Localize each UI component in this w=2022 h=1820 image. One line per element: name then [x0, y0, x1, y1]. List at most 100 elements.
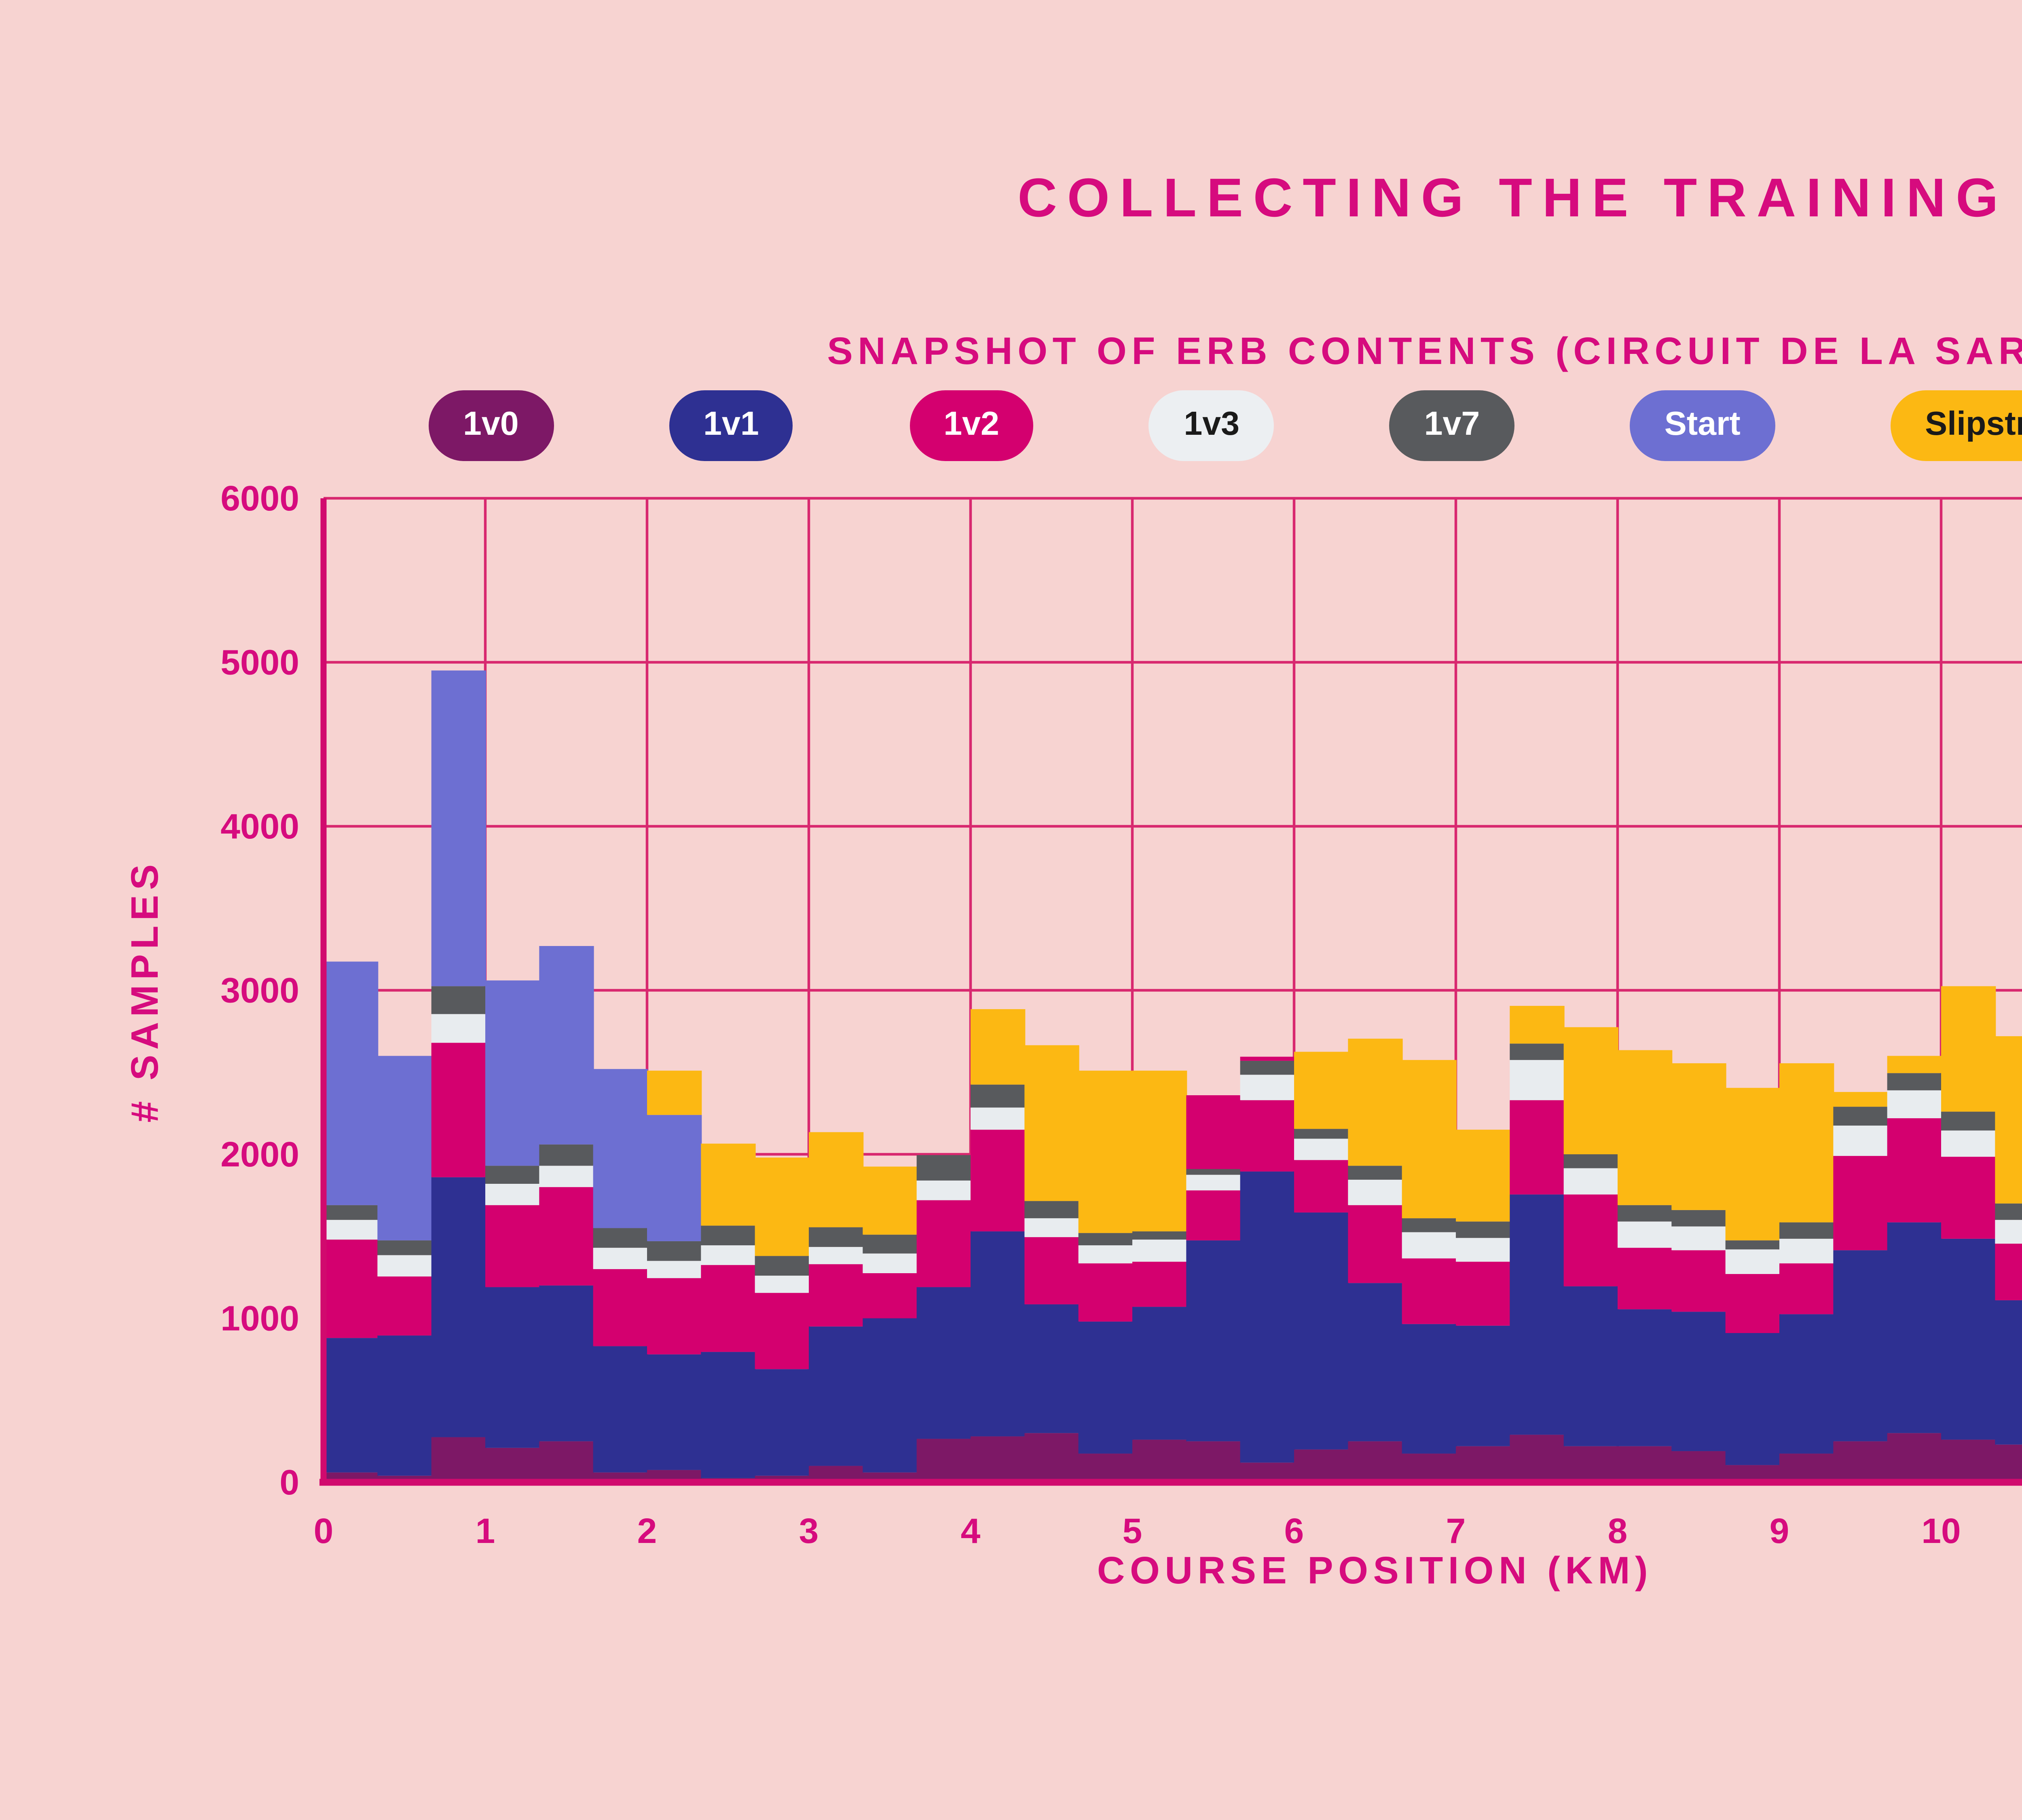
bar-segment-v7 — [755, 1256, 810, 1276]
bar-segment-v2 — [1456, 1261, 1511, 1326]
bar-segment-v7 — [324, 1205, 379, 1220]
bar-segment-slip — [1995, 1036, 2022, 1204]
bar-segment-v1 — [1078, 1321, 1133, 1454]
bar-segment-slip — [809, 1132, 864, 1227]
bar-segment-v1 — [539, 1285, 594, 1441]
bar-segment-v0 — [1941, 1439, 1996, 1482]
bar-segment-v7 — [1348, 1166, 1403, 1180]
bar-segment-v1 — [809, 1326, 864, 1466]
bar-segment-v2 — [701, 1265, 756, 1352]
x-tick-label: 7 — [1446, 1511, 1466, 1551]
bar-segment-v7 — [1240, 1060, 1295, 1075]
bar-segment-v3 — [1186, 1175, 1241, 1191]
bar-segment-v3 — [431, 1014, 486, 1043]
bar-segment-start — [324, 961, 379, 1205]
bar-segment-v2 — [1132, 1261, 1187, 1307]
legend: 1v01v11v21v31v7StartSlipstreamFinal Chic… — [429, 390, 2022, 461]
bar-segment-v3 — [1887, 1090, 1942, 1118]
bar-segment-v2 — [1240, 1100, 1295, 1172]
bar-segment-v7 — [1671, 1210, 1726, 1227]
bar-segment-v2 — [324, 1239, 379, 1338]
bar-segment-v7 — [485, 1166, 540, 1184]
y-tick-label: 6000 — [220, 478, 299, 518]
bar-segment-v7 — [1294, 1129, 1349, 1139]
bar-segment-v0 — [1186, 1441, 1241, 1482]
x-tick-label: 5 — [1123, 1511, 1142, 1551]
bar-segment-v3 — [1563, 1168, 1618, 1195]
bar-segment-v3 — [1995, 1220, 2022, 1244]
bar-segment-v1 — [1348, 1283, 1403, 1441]
bar-segment-v3 — [1618, 1221, 1673, 1248]
bar-segment-v7 — [1995, 1203, 2022, 1220]
bar-segment-v1 — [1510, 1194, 1565, 1435]
bar-segment-v1 — [647, 1354, 702, 1470]
bar-segment-v7 — [1563, 1154, 1618, 1168]
bar-segment-slip — [1294, 1052, 1349, 1129]
bar-segment-v0 — [1510, 1435, 1565, 1482]
legend-pill-1v7: 1v7 — [1390, 390, 1514, 461]
bar-segment-start — [485, 980, 540, 1166]
bar-segment-v0 — [916, 1439, 971, 1482]
page-title: COLLECTING THE TRAINING DATA — [1017, 168, 2022, 229]
bar-segment-slip — [701, 1143, 756, 1226]
bar-segment-v3 — [1402, 1232, 1457, 1259]
bar-segment-v0 — [1995, 1444, 2022, 1482]
bar-segment-v0 — [1671, 1451, 1726, 1482]
bar-segment-v2 — [1671, 1250, 1726, 1312]
legend-pill-1v1: 1v1 — [669, 390, 793, 461]
bar-segment-v0 — [1887, 1433, 1942, 1482]
bar-segment-v3 — [485, 1183, 540, 1205]
x-tick-label: 9 — [1770, 1511, 1789, 1551]
bar-segment-v2 — [1563, 1194, 1618, 1287]
bar-segment-v7 — [971, 1084, 1026, 1108]
bar-segment-v7 — [1833, 1107, 1888, 1126]
bar-segment-v3 — [1725, 1249, 1780, 1274]
bar-segment-v7 — [916, 1155, 971, 1181]
bar-segment-v2 — [755, 1293, 810, 1369]
bar-segment-slip — [1887, 1056, 1942, 1073]
bar-segment-v2 — [1887, 1118, 1942, 1223]
bar-segment-v0 — [1618, 1446, 1673, 1482]
x-tick-label: 3 — [799, 1511, 819, 1551]
bar-segment-slip — [1348, 1039, 1403, 1166]
bar-segment-slip — [1833, 1092, 1888, 1107]
bar-segment-v3 — [647, 1261, 702, 1278]
bar-segment-slip — [1402, 1060, 1457, 1219]
bar-segment-v7 — [1725, 1240, 1780, 1250]
bar-segment-v3 — [1078, 1245, 1133, 1263]
bar-segment-slip — [755, 1158, 810, 1256]
bar-segment-v1 — [1132, 1307, 1187, 1440]
bar-segment-v7 — [1941, 1111, 1996, 1131]
bar-segment-v1 — [1671, 1312, 1726, 1451]
bar-segment-slip — [1078, 1071, 1133, 1233]
bar-segment-v2 — [863, 1273, 918, 1318]
bar-segment-v3 — [539, 1166, 594, 1187]
bar-segment-v7 — [1779, 1222, 1834, 1239]
bar-segment-v3 — [593, 1248, 648, 1269]
bar-segment-start — [377, 1056, 432, 1240]
bar-segment-v2 — [1294, 1160, 1349, 1213]
bar-segment-v2 — [647, 1278, 702, 1354]
bar-segment-v1 — [1240, 1171, 1295, 1463]
bar-segment-v1 — [1456, 1325, 1511, 1446]
bar-segment-v0 — [431, 1437, 486, 1482]
bar-segment-v0 — [1402, 1454, 1457, 1482]
bar-segment-v0 — [485, 1448, 540, 1482]
bar-segment-v7 — [1132, 1231, 1187, 1240]
bar-segment-slip — [1563, 1027, 1618, 1154]
bar-segment-v2 — [1348, 1205, 1403, 1283]
bar-segment-v3 — [324, 1220, 379, 1240]
bar-segment-v1 — [1024, 1304, 1079, 1433]
bar-segment-v1 — [1995, 1300, 2022, 1445]
bar-segment-v1 — [1887, 1222, 1942, 1433]
bar-segment-slip — [1725, 1088, 1780, 1240]
bar-segment-v7 — [539, 1144, 594, 1166]
bar-segment-slip — [971, 1009, 1026, 1085]
legend-pill-1v2: 1v2 — [909, 390, 1034, 461]
bar-segment-v3 — [1833, 1126, 1888, 1156]
bar-segment-start — [593, 1069, 648, 1228]
bar-segment-v0 — [1078, 1454, 1133, 1482]
bar-segment-v3 — [1510, 1060, 1565, 1100]
